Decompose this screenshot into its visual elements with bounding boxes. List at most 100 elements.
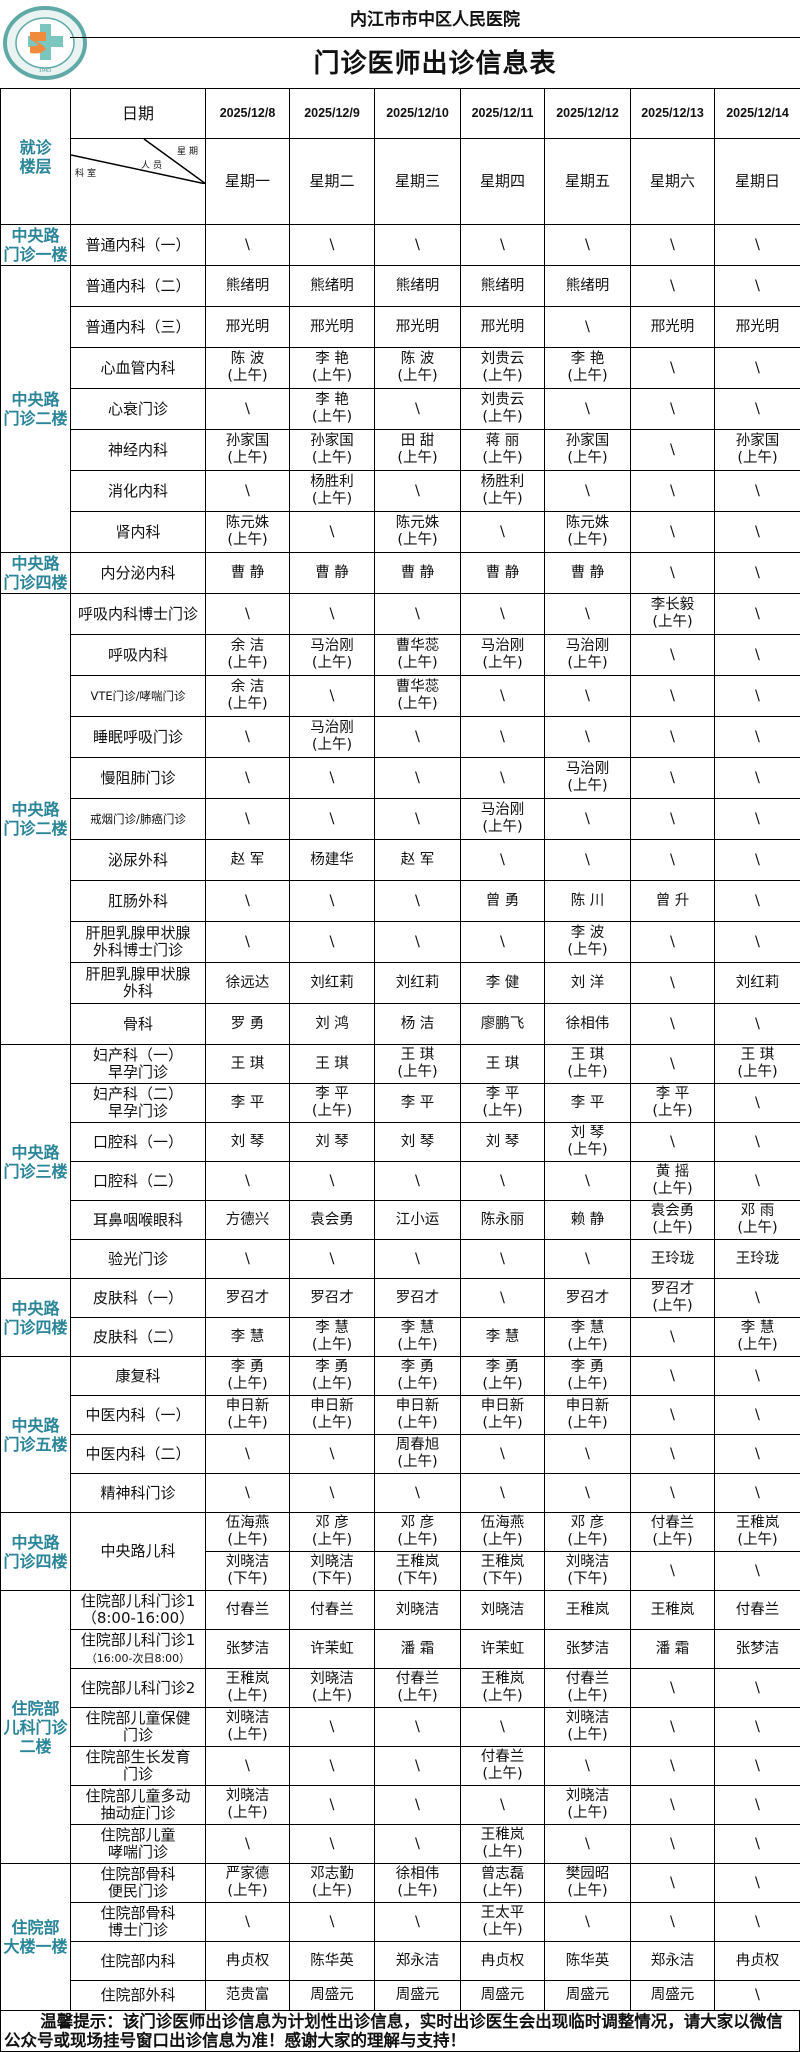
no-clinic-cell: \	[715, 1474, 800, 1513]
doctor-cell: 陈永丽	[461, 1201, 545, 1240]
floor-label: 中央路 门诊一楼	[1, 225, 71, 266]
doctor-cell: 曹 静	[545, 553, 631, 594]
doctor-cell: 陈 川	[545, 881, 631, 922]
schedule-row: 慢阻肺门诊\\\\马治刚 (上午)\\	[1, 758, 800, 799]
department-name: 皮肤科（二）	[71, 1318, 206, 1357]
no-clinic-cell: \	[715, 1708, 800, 1747]
schedule-row: 住院部儿童多动 抽动症门诊刘晓洁 (上午)\\\刘晓洁 (上午)\\	[1, 1786, 800, 1825]
schedule-row: 妇产科（二） 早孕门诊李 平李 平 (上午)李 平李 平 (上午)李 平李 平 …	[1, 1084, 800, 1123]
doctor-cell: 孙家国 (上午)	[545, 430, 631, 471]
doctor-cell: 罗召才	[375, 1279, 461, 1318]
floor-label: 中央路 门诊四楼	[1, 553, 71, 594]
no-clinic-cell: \	[461, 840, 545, 881]
no-clinic-cell: \	[375, 881, 461, 922]
no-clinic-cell: \	[206, 471, 290, 512]
doctor-cell: 王玲珑	[631, 1240, 715, 1279]
doctor-cell: 陈华英	[545, 1942, 631, 1981]
no-clinic-cell: \	[545, 676, 631, 717]
doctor-cell: 孙家国 (上午)	[290, 430, 375, 471]
doctor-cell: 孙家国 (上午)	[715, 430, 800, 471]
department-label: 泌尿外科	[108, 851, 168, 869]
department-name: 住院部儿童保健 门诊	[71, 1708, 206, 1747]
doctor-cell: 潘 霜	[631, 1630, 715, 1669]
doctor-cell: 刘 洋	[545, 963, 631, 1004]
doctor-cell: 郑永洁	[631, 1942, 715, 1981]
schedule-row: 戒烟门诊/肺癌门诊\\\马治刚 (上午)\\\	[1, 799, 800, 840]
doctor-cell: 余 洁 (上午)	[206, 676, 290, 717]
department-label: 住院部儿科门诊1	[81, 1631, 196, 1649]
department-name: VTE门诊/哮喘门诊	[71, 676, 206, 717]
no-clinic-cell: \	[206, 1435, 290, 1474]
date-header: 2025/12/14	[715, 89, 800, 139]
no-clinic-cell: \	[715, 717, 800, 758]
department-label: 住院部儿科门诊1 （8:00-16:00）	[81, 1592, 196, 1627]
department-name: 肝胆乳腺甲状腺 外科	[71, 963, 206, 1004]
floor-label: 中央路 门诊四楼	[1, 1513, 71, 1591]
logo-year: 1943	[39, 68, 52, 74]
no-clinic-cell: \	[631, 1786, 715, 1825]
department-label: 戒烟门诊/肺癌门诊	[90, 812, 186, 826]
hospital-name: 内江市市中区人民医院	[70, 0, 800, 38]
department-name: 耳鼻咽喉眼科	[71, 1201, 206, 1240]
department-label: 口腔科（一）	[93, 1133, 183, 1151]
no-clinic-cell: \	[715, 594, 800, 635]
no-clinic-cell: \	[631, 471, 715, 512]
doctor-cell: 邓 彦 (上午)	[545, 1513, 631, 1552]
department-label: 肝胆乳腺甲状腺 外科	[85, 965, 190, 1000]
doctor-cell: 赖 静	[545, 1201, 631, 1240]
no-clinic-cell: \	[290, 1708, 375, 1747]
department-name: 肝胆乳腺甲状腺 外科博士门诊	[71, 922, 206, 963]
department-label: 住院部儿童多动 抽动症门诊	[85, 1787, 190, 1822]
no-clinic-cell: \	[375, 594, 461, 635]
department-name: 泌尿外科	[71, 840, 206, 881]
doctor-cell: 付春兰 (上午)	[631, 1513, 715, 1552]
no-clinic-cell: \	[715, 512, 800, 553]
doctor-cell: 杨胜利 (上午)	[290, 471, 375, 512]
doctor-cell: 许茉虹	[290, 1630, 375, 1669]
no-clinic-cell: \	[631, 1474, 715, 1513]
schedule-row: VTE门诊/哮喘门诊余 洁 (上午)\曹华蕊 (上午)\\\\	[1, 676, 800, 717]
department-label: 肛肠外科	[108, 892, 168, 910]
doctor-cell: 曾 升	[631, 881, 715, 922]
no-clinic-cell: \	[206, 389, 290, 430]
department-label: 骨科	[123, 1015, 153, 1033]
no-clinic-cell: \	[715, 1162, 800, 1201]
no-clinic-cell: \	[545, 1240, 631, 1279]
floor-label: 中央路 门诊五楼	[1, 1357, 71, 1513]
doctor-cell: 李 健	[461, 963, 545, 1004]
no-clinic-cell: \	[461, 1435, 545, 1474]
doctor-cell: 刘 琴	[375, 1123, 461, 1162]
doctor-cell: 申日新 (上午)	[290, 1396, 375, 1435]
doctor-cell: 罗召才	[290, 1279, 375, 1318]
no-clinic-cell: \	[461, 1474, 545, 1513]
doctor-cell: 王 琪	[461, 1045, 545, 1084]
no-clinic-cell: \	[375, 1708, 461, 1747]
floor-label: 中央路 门诊二楼	[1, 266, 71, 553]
department-label: 口腔科（二）	[93, 1172, 183, 1190]
doctor-cell: 刘红莉	[290, 963, 375, 1004]
no-clinic-cell: \	[631, 348, 715, 389]
weekday-header: 星期六	[631, 139, 715, 225]
department-name: 肾内科	[71, 512, 206, 553]
doctor-cell: 徐相伟 (上午)	[375, 1864, 461, 1903]
doctor-cell: 王稚岚 (上午)	[461, 1825, 545, 1864]
doctor-cell: 李 慧 (上午)	[545, 1318, 631, 1357]
doctor-cell: 潘 霜	[375, 1630, 461, 1669]
no-clinic-cell: \	[631, 799, 715, 840]
schedule-row: 肝胆乳腺甲状腺 外科徐远达刘红莉刘红莉李 健刘 洋\刘红莉	[1, 963, 800, 1004]
no-clinic-cell: \	[206, 1825, 290, 1864]
no-clinic-cell: \	[206, 1162, 290, 1201]
no-clinic-cell: \	[461, 717, 545, 758]
no-clinic-cell: \	[461, 512, 545, 553]
department-name: 住院部儿科门诊2	[71, 1669, 206, 1708]
schedule-row: 心衰门诊\李 艳 (上午)\刘贵云 (上午)\\\	[1, 389, 800, 430]
doctor-cell: 邓志勤 (上午)	[290, 1864, 375, 1903]
doctor-cell: 王稚岚 (下午)	[375, 1552, 461, 1591]
no-clinic-cell: \	[631, 389, 715, 430]
no-clinic-cell: \	[715, 922, 800, 963]
no-clinic-cell: \	[461, 225, 545, 266]
doctor-cell: 伍海燕 (上午)	[461, 1513, 545, 1552]
doctor-cell: 杨 洁	[375, 1004, 461, 1045]
doctor-cell: 王 琪 (上午)	[375, 1045, 461, 1084]
doctor-cell: 李 艳 (上午)	[290, 348, 375, 389]
